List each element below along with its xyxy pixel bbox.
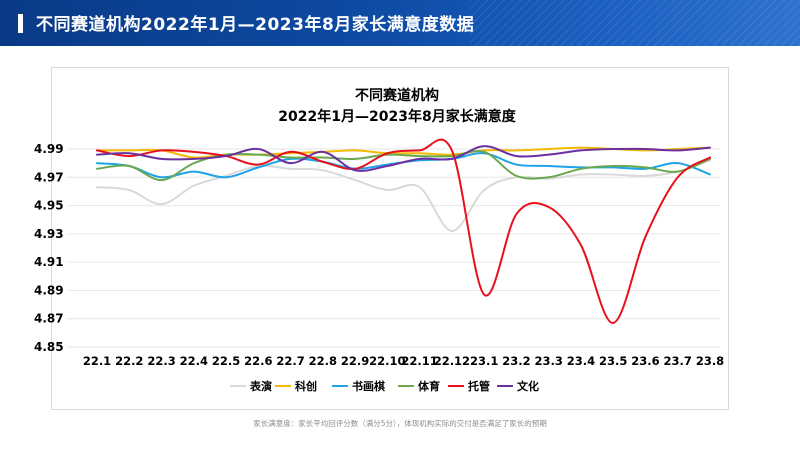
- legend-item[interactable]: 托管: [448, 379, 490, 393]
- x-tick-label: 23.1: [470, 354, 498, 368]
- y-tick-label: 4.87: [34, 312, 64, 326]
- legend-label: 书画棋: [352, 379, 385, 393]
- y-tick-label: 4.97: [34, 170, 64, 184]
- y-tick-label: 4.85: [34, 340, 64, 354]
- legend-item[interactable]: 科创: [275, 379, 317, 393]
- series-line-4: [96, 150, 711, 182]
- x-tick-label: 23.3: [534, 354, 562, 368]
- x-tick-label: 23.6: [631, 354, 659, 368]
- header-hatch-decoration: [470, 0, 800, 46]
- x-tick-label: 22.3: [147, 354, 175, 368]
- y-tick-label: 4.93: [34, 227, 64, 241]
- legend-label: 文化: [517, 379, 539, 393]
- legend-label: 科创: [295, 379, 317, 393]
- x-tick-label: 22.7: [276, 354, 304, 368]
- x-tick-label: 22.6: [244, 354, 272, 368]
- chart-frame: [51, 67, 729, 410]
- x-tick-label: 22.11: [401, 354, 437, 368]
- series-line-5: [96, 138, 711, 324]
- x-tick-label: 22.2: [115, 354, 143, 368]
- x-tick-label: 23.5: [599, 354, 627, 368]
- x-tick-label: 22.10: [369, 354, 405, 368]
- x-axis: 22.1 22.2 22.3 22.4 22.5 22.6 22.7 22.8 22.9 22.1…: [83, 354, 724, 368]
- legend-label: 体育: [418, 379, 440, 393]
- legend-item[interactable]: 书画棋: [332, 379, 385, 393]
- legend-item[interactable]: 文化: [497, 379, 539, 393]
- legend-label: 表演: [249, 379, 272, 393]
- chart-title: 不同赛道机构: [355, 87, 439, 104]
- legend[interactable]: 表演 科创 书画棋 体育 托管 文化: [230, 379, 539, 393]
- legend-label: 托管: [468, 379, 490, 393]
- x-tick-label: 22.9: [341, 354, 369, 368]
- x-tick-label: 22.5: [212, 354, 240, 368]
- y-tick-label: 4.99: [34, 142, 64, 156]
- x-tick-label: 22.4: [180, 354, 208, 368]
- page-header: 不同赛道机构2022年1月—2023年8月家长满意度数据: [0, 0, 800, 46]
- chart-subtitle: 2022年1月—2023年8月家长满意度: [278, 108, 516, 125]
- x-tick-label: 23.8: [696, 354, 724, 368]
- x-tick-label: 22.1: [83, 354, 111, 368]
- series-lines: [96, 138, 711, 324]
- legend-item[interactable]: 表演: [230, 379, 272, 393]
- series-line-1: [96, 159, 711, 233]
- y-tick-label: 4.95: [34, 199, 64, 213]
- y-tick-label: 4.91: [34, 255, 64, 269]
- x-tick-label: 23.4: [567, 354, 595, 368]
- y-axis: 4.99 4.97 4.95 4.93 4.91 4.89 4.87 4.85: [34, 142, 64, 354]
- legend-item[interactable]: 体育: [398, 379, 440, 393]
- footnote: 家长满意度：家长平均回评分数（满分5分），体现机构实际的交付是否满足了家长的预期: [253, 419, 547, 428]
- series-line-6: [96, 145, 711, 172]
- y-tick-label: 4.89: [34, 283, 64, 297]
- header-accent-bar: [18, 14, 23, 33]
- page-title: 不同赛道机构2022年1月—2023年8月家长满意度数据: [36, 15, 475, 35]
- x-tick-label: 22.8: [309, 354, 337, 368]
- x-tick-label: 23.2: [502, 354, 530, 368]
- x-tick-label: 22.12: [434, 354, 470, 368]
- x-tick-label: 23.7: [664, 354, 692, 368]
